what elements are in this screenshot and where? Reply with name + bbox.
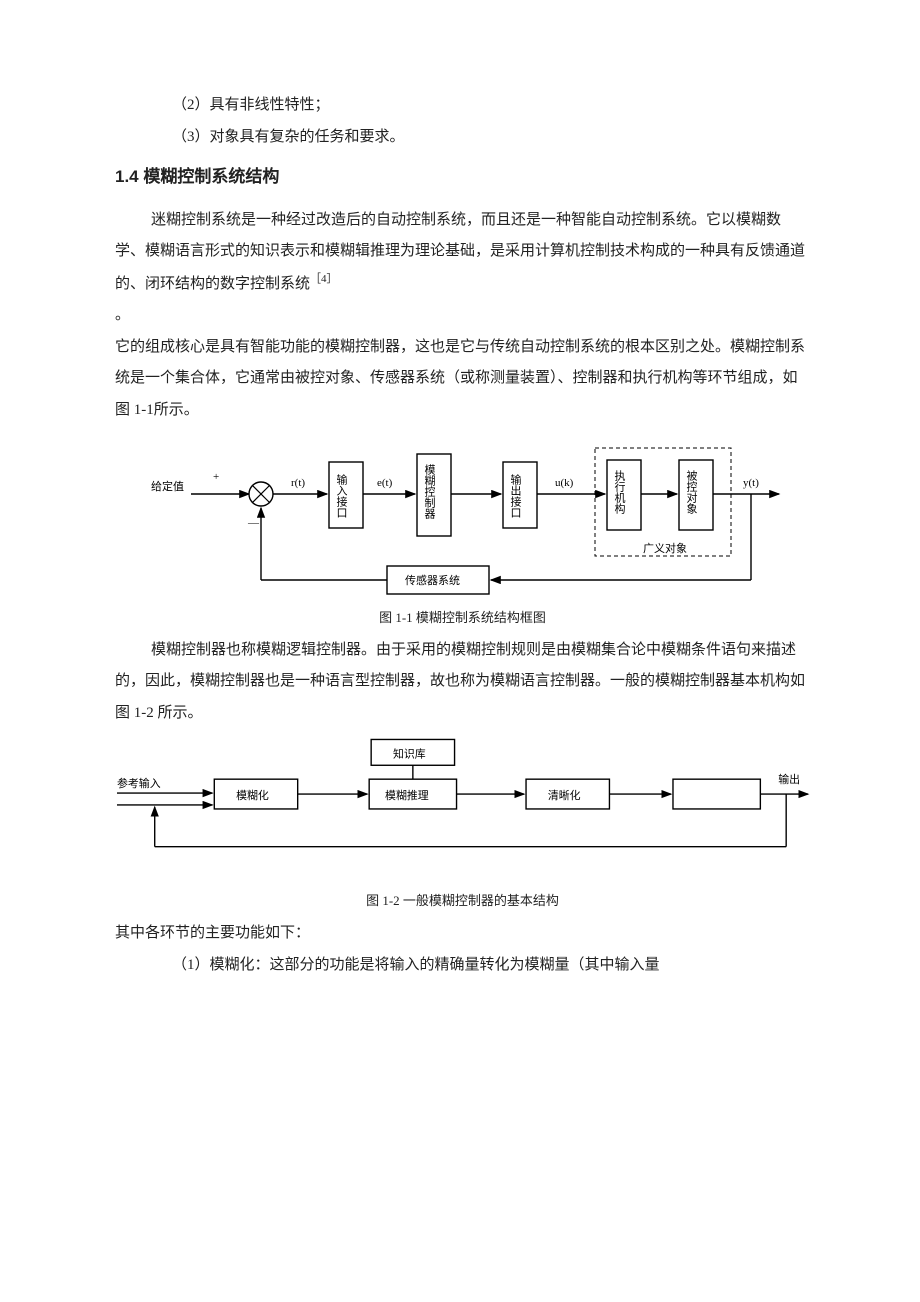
fig1-plant: 被控对象 (685, 470, 698, 514)
fig1-out-if: 输出接口 (509, 473, 522, 518)
fig2-caption: 图 1-2 一般模糊控制器的基本结构 (115, 891, 810, 912)
fig1-yt: y(t) (743, 477, 759, 489)
reference-4: ［4］ (310, 273, 338, 285)
figure-1-2: 参考输入 模糊化 知识库 模糊推理 清晰化 输出 (115, 733, 810, 873)
fig2-defuzz: 清晰化 (548, 789, 581, 803)
fig2-kb: 知识库 (393, 747, 426, 761)
figure-1-1: 给定值 + — r(t) 输入接口 e(t) 模糊控制器 输出接口 u(k) 广… (115, 444, 810, 604)
fig1-setpoint: 给定值 (151, 479, 184, 493)
fig2-infer: 模糊推理 (385, 789, 429, 803)
fig2-svg: 参考输入 模糊化 知识库 模糊推理 清晰化 输出 (115, 733, 810, 873)
fig1-minus: — (247, 517, 260, 529)
fig1-actuator: 执行机构 (613, 469, 626, 515)
list-item-3: （3）对象具有复杂的任务和要求。 (115, 122, 810, 154)
fig1-et: e(t) (377, 477, 393, 489)
fig2-output: 输出 (778, 773, 800, 787)
fig1-rt: r(t) (291, 477, 305, 489)
paragraph-1b: 它的组成核心是具有智能功能的模糊控制器，这也是它与传统自动控制系统的根本区别之处… (115, 332, 810, 427)
list-item-2: （2）具有非线性特性； (115, 90, 810, 122)
para1a-text: 迷糊控制系统是一种经过改造后的自动控制系统，而且还是一种智能自动控制系统。它以模… (115, 212, 805, 292)
fig1-plus: + (213, 471, 219, 483)
fig1-svg: 给定值 + — r(t) 输入接口 e(t) 模糊控制器 输出接口 u(k) 广… (143, 444, 783, 604)
fig1-fuzzy: 模糊控制器 (423, 464, 436, 520)
fig1-gplant: 广义对象 (643, 541, 687, 555)
fig1-sensor: 传感器系统 (405, 574, 460, 587)
section-heading-1-4: 1.4 模糊控制系统结构 (115, 159, 810, 195)
fig2-refin: 参考输入 (117, 777, 161, 791)
paragraph-3: 其中各环节的主要功能如下： (115, 918, 810, 950)
period-line: 。 (115, 300, 810, 332)
fig2-fuzzify: 模糊化 (236, 789, 269, 803)
paragraph-2: 模糊控制器也称模糊逻辑控制器。由于采用的模糊控制规则是由模糊集合论中模糊条件语句… (115, 635, 810, 730)
paragraph-4: （1）模糊化：这部分的功能是将输入的精确量转化为模糊量（其中输入量 (115, 950, 810, 982)
fig1-caption: 图 1-1 模糊控制系统结构框图 (115, 608, 810, 629)
fig1-uk: u(k) (555, 477, 574, 489)
paragraph-1: 迷糊控制系统是一种经过改造后的自动控制系统，而且还是一种智能自动控制系统。它以模… (115, 205, 810, 301)
fig1-in-if: 输入接口 (335, 473, 348, 518)
